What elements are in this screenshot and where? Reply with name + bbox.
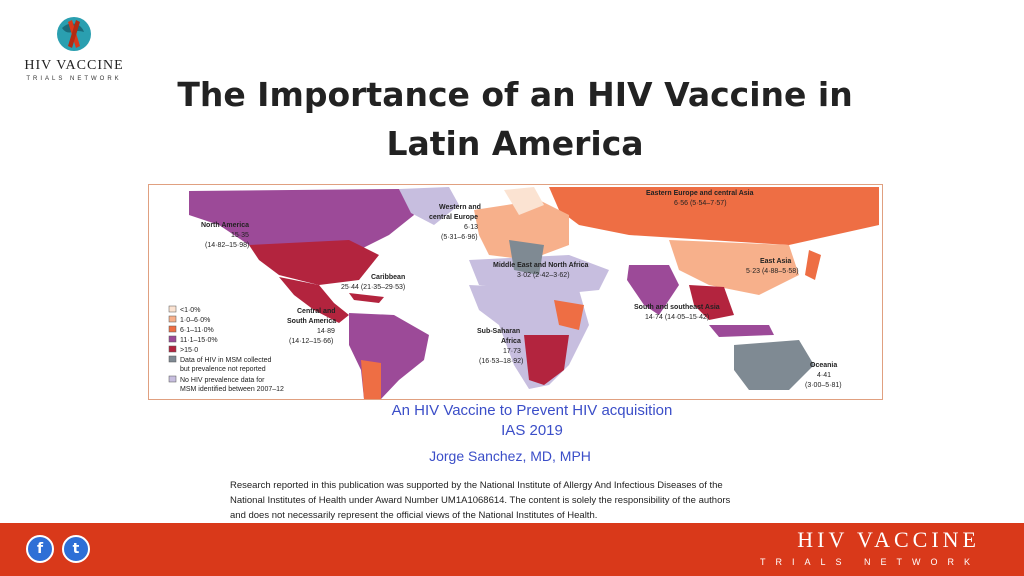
- usa-shape: [249, 240, 379, 285]
- talk-title: An HIV Vaccine to Prevent HIV acquisitio…: [391, 402, 673, 419]
- facebook-glyph: f: [36, 541, 44, 557]
- argentina-shape: [361, 360, 381, 399]
- russia-shape: [549, 187, 879, 245]
- talk-info: An HIV Vaccine to Prevent HIV acquisitio…: [330, 401, 734, 441]
- map-legend: <1·0% 1·0–6·0% 6·1–11·0% 11·1–15·0% >15·…: [168, 305, 284, 393]
- southern-africa-shape: [524, 335, 569, 385]
- footer-bar: f t HIV VACCINE TRIALS NETWORK: [0, 523, 1024, 576]
- label-ssa-1: Sub-Saharan: [477, 328, 520, 335]
- east-asia-shape: [669, 240, 799, 295]
- label-north-america: North America: [201, 222, 249, 229]
- value-east-asia: 5·23 (4·88–5·58): [746, 268, 799, 275]
- globe-ribbon-icon: [57, 17, 91, 51]
- label-caribbean: Caribbean: [371, 274, 405, 281]
- scandinavia-shape: [504, 187, 544, 215]
- legend-label-5b: but prevalence not reported: [180, 366, 266, 373]
- credit-line-1: Research reported in this publication wa…: [230, 480, 723, 491]
- ci-ssa: (16·53–18·92): [479, 358, 523, 365]
- footer-logo-name: HIV VACCINE: [797, 527, 980, 552]
- ci-central-south-america: (14·12–15·66): [289, 338, 333, 345]
- caribbean-shape: [349, 293, 384, 303]
- legend-label-5: Data of HIV in MSM collected: [180, 357, 272, 364]
- legend-swatch-4: [168, 345, 177, 353]
- twitter-glyph: t: [72, 541, 80, 557]
- value-ssa: 17·73: [503, 348, 521, 355]
- legend-label-2: 6·1–11·0%: [180, 327, 214, 334]
- hvtn-logo: HIV VACCINE TRIALS NETWORK: [14, 14, 134, 82]
- mena-grey-shape: [509, 240, 544, 275]
- funding-statement: Research reported in this publication wa…: [230, 478, 810, 523]
- legend-swatch-0: [168, 305, 177, 313]
- logo-name: HIV VACCINE: [24, 58, 124, 73]
- title-line-1: The Importance of an HIV Vaccine in: [177, 75, 853, 114]
- europe-shape: [474, 200, 569, 260]
- legend-swatch-6: [168, 375, 177, 383]
- facebook-icon[interactable]: f: [26, 535, 54, 563]
- legend-label-4: >15·0: [180, 347, 198, 354]
- credit-line-3: and does not necessarily represent the o…: [230, 510, 598, 521]
- label-eastern-europe: Eastern Europe and central Asia: [646, 190, 754, 197]
- credit-line-2: National Institutes of Health under Awar…: [230, 495, 731, 506]
- footer-logo-subtitle: TRIALS NETWORK: [759, 557, 980, 567]
- japan-shape: [805, 250, 821, 280]
- legend-label-6b: MSM identified between 2007–12: [180, 386, 284, 393]
- value-oceania: 4·41: [817, 372, 831, 379]
- legend-label-0: <1·0%: [180, 307, 200, 314]
- central-america-shape: [279, 277, 349, 323]
- label-western-europe-2: central Europe: [429, 214, 478, 221]
- author-name: Jorge Sanchez, MD, MPH: [429, 448, 591, 464]
- label-south-east-asia: South and southeast Asia: [634, 304, 720, 311]
- conference-name: IAS 2019: [501, 422, 563, 439]
- legend-swatch-5: [168, 355, 177, 363]
- label-ssa-2: Africa: [501, 338, 521, 345]
- logo-subtitle: TRIALS NETWORK: [26, 76, 122, 82]
- value-caribbean: 25·44 (21·35–29·53): [341, 284, 405, 291]
- legend-swatch-1: [168, 315, 177, 323]
- indonesia-shape: [709, 325, 774, 337]
- ci-north-america: (14·82–15·98): [205, 242, 249, 249]
- southeast-asia-shape: [689, 285, 734, 320]
- value-central-south-america: 14·89: [317, 328, 335, 335]
- map-svg: North America 15·35 (14·82–15·98) Wester…: [149, 185, 882, 399]
- label-central-south-america-1: Central and: [297, 308, 336, 315]
- east-africa-shape: [554, 300, 584, 330]
- ci-oceania: (3·00–5·81): [805, 382, 842, 389]
- legend-label-6: No HIV prevalence data for: [180, 377, 265, 384]
- world-hiv-prevalence-map: North America 15·35 (14·82–15·98) Wester…: [148, 184, 883, 400]
- slide-title: The Importance of an HIV Vaccine in Lati…: [160, 70, 870, 168]
- label-oceania: Oceania: [810, 362, 837, 369]
- label-central-south-america-2: South America: [287, 318, 336, 325]
- title-line-2: Latin America: [386, 124, 644, 163]
- legend-swatch-3: [168, 335, 177, 343]
- label-east-asia: East Asia: [760, 258, 791, 265]
- value-north-america: 15·35: [231, 232, 249, 239]
- value-south-east-asia: 14·74 (14·05–15·42): [645, 314, 709, 321]
- label-mena: Middle East and North Africa: [493, 262, 589, 269]
- ci-western-europe: (5·31–6·96): [441, 234, 478, 241]
- label-western-europe-1: Western and: [439, 204, 481, 211]
- legend-label-1: 1·0–6·0%: [180, 317, 210, 324]
- north-america-shape: [189, 189, 414, 285]
- legend-swatch-2: [168, 325, 177, 333]
- twitter-icon[interactable]: t: [62, 535, 90, 563]
- value-mena: 3·02 (2·42–3·62): [517, 272, 570, 279]
- australia-shape: [734, 340, 814, 390]
- value-western-europe: 6·13: [464, 224, 478, 231]
- greenland-shape: [399, 187, 459, 225]
- value-eastern-europe: 6·56 (5·54–7·57): [674, 200, 727, 207]
- india-shape: [627, 265, 679, 315]
- legend-label-3: 11·1–15·0%: [180, 337, 218, 344]
